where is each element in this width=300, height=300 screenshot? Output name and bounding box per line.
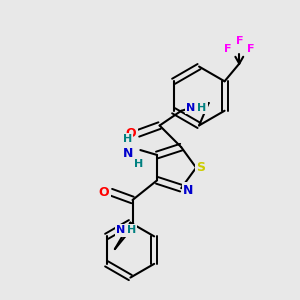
Text: H: H — [134, 159, 143, 169]
Text: N: N — [186, 103, 196, 113]
Text: S: S — [196, 161, 206, 174]
Text: N: N — [116, 225, 125, 236]
Text: H: H — [127, 225, 136, 236]
Text: O: O — [99, 186, 110, 199]
Text: F: F — [236, 36, 243, 46]
Text: H: H — [123, 134, 132, 144]
Text: N: N — [122, 146, 133, 160]
Text: H: H — [197, 103, 206, 113]
Text: O: O — [126, 127, 136, 140]
Text: N: N — [183, 184, 193, 197]
Text: F: F — [224, 44, 231, 54]
Text: F: F — [247, 44, 255, 54]
